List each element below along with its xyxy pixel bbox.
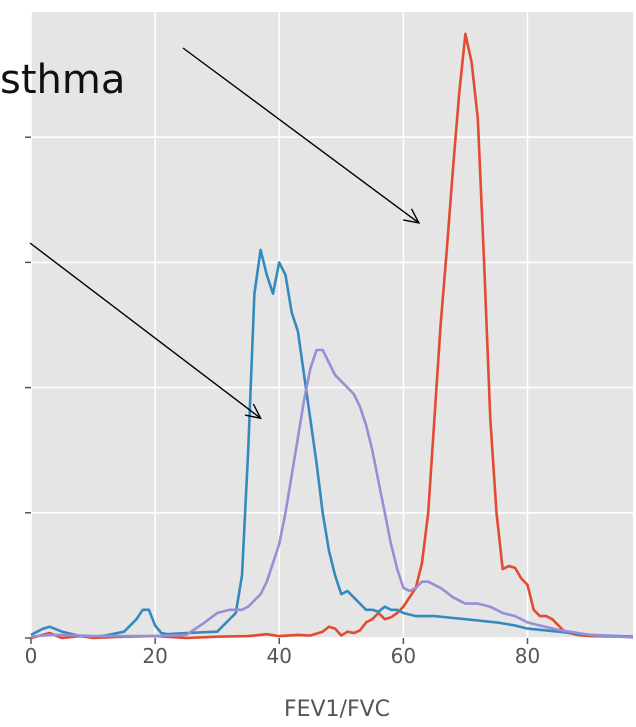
series-line-0 — [30, 32, 633, 640]
annotation-arrow-0 — [182, 47, 420, 224]
plot-background — [31, 12, 633, 638]
annotation-arrow-1 — [29, 242, 262, 419]
annotation-arrowhead-1 — [244, 403, 262, 420]
x-tick-label-4: 80 — [515, 644, 540, 668]
x-tick-label-1: 20 — [142, 644, 167, 668]
x-tick-label-0: 0 — [25, 644, 38, 668]
annotation-arrowhead-0 — [403, 208, 421, 224]
x-axis-title: FEV1/FVC — [284, 697, 390, 722]
x-tick-label-3: 60 — [391, 644, 416, 668]
series-group — [30, 32, 634, 640]
annotations: sthma — [0, 47, 421, 420]
series-line-2 — [30, 348, 634, 639]
x-tick-label-2: 40 — [267, 644, 292, 668]
x-ticks: 0 20 40 60 80 — [25, 638, 540, 668]
grid — [30, 12, 633, 639]
series-line-1 — [30, 248, 634, 638]
y-ticks — [25, 136, 31, 639]
annotation-asthma-label: sthma — [0, 57, 125, 103]
